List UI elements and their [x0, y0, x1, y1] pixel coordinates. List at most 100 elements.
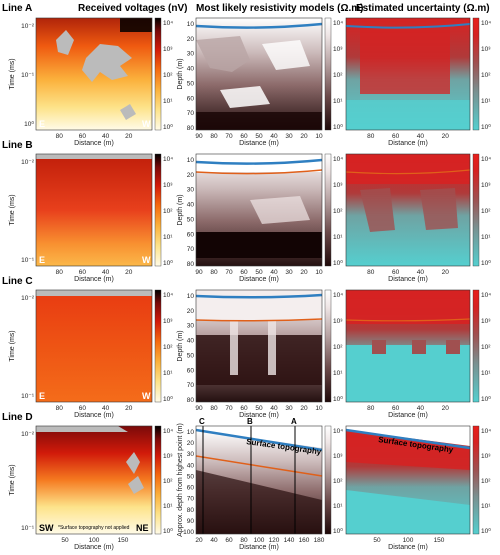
- uncertainty-distance-tick: 60: [392, 133, 400, 140]
- model-distance-tick: 80: [210, 133, 218, 140]
- time-tick: 10⁻¹: [21, 393, 35, 400]
- depth-axis-label: Depth (m): [177, 330, 184, 361]
- uncertainty-distance-tick: 20: [442, 133, 450, 140]
- distance-tick: 80: [56, 405, 64, 412]
- time-axis-label: Time (ms): [9, 330, 16, 361]
- distance-tick: 20: [125, 405, 133, 412]
- masked-region: [82, 44, 132, 82]
- line-a-label: Line A: [2, 3, 32, 14]
- resistivity-colorbar-tick: 10⁴: [333, 156, 343, 163]
- uncertainty-colorbar-tick: 10⁴: [481, 428, 491, 435]
- uncertainty-distance-tick: 40: [417, 133, 425, 140]
- time-tick: 10⁻²: [21, 159, 35, 166]
- voltage-colorbar-tick: 10⁰: [163, 395, 173, 403]
- distance-tick: 50: [61, 537, 69, 544]
- resistivity-colorbar-tick: 10³: [333, 318, 343, 325]
- resistivity-colorbar-tick: 10⁰: [333, 123, 343, 131]
- corner-left-a: E: [39, 119, 45, 129]
- row-c: E W: [35, 289, 480, 403]
- time-tick: 10⁻¹: [21, 257, 35, 264]
- depth-tick: 60: [187, 485, 195, 492]
- uncertainty-colorbar-tick: 10⁰: [481, 259, 491, 267]
- uncertainty-colorbar-tick: 10³: [481, 46, 491, 53]
- uncertainty-colorbar-tick: 10⁴: [481, 20, 491, 27]
- header-uncertainty: Estimated uncertainty (Ω.m): [356, 3, 490, 14]
- voltage-colorbar-tick: 10¹: [163, 503, 173, 510]
- corner-right-a: W: [142, 119, 151, 129]
- row-d: SW NE *Surface topography not applied C …: [35, 417, 480, 535]
- uncertainty-colorbar-tick: 10²: [481, 344, 491, 351]
- model-distance-tick: 10: [315, 405, 323, 412]
- depth-tick: 80: [187, 507, 195, 514]
- time-tick: 10⁻²: [21, 295, 35, 302]
- model-distance-tick: 70: [225, 133, 233, 140]
- voltage-colorbar-a: [154, 17, 162, 131]
- corner-right-d: NE: [136, 523, 149, 533]
- depth-tick: 40: [187, 202, 195, 209]
- resistivity-colorbar-tick: 10⁰: [333, 527, 343, 535]
- model-distance-tick: 60: [240, 405, 248, 412]
- uncertainty-colorbar-tick: 10¹: [481, 370, 491, 377]
- model-distance-tick: 180: [314, 537, 325, 544]
- model-distance-axis-label: Distance (m): [239, 412, 279, 419]
- depth-tick: 50: [187, 473, 195, 480]
- model-distance-tick: 60: [225, 537, 233, 544]
- voltage-colorbar-c: [154, 289, 162, 403]
- resistivity-colorbar-tick: 10⁴: [333, 428, 343, 435]
- model-distance-tick: 20: [195, 537, 203, 544]
- time-tick: 10⁻¹: [21, 525, 35, 532]
- depth-tick: 70: [187, 496, 195, 503]
- voltage-colorbar-tick: 10³: [163, 453, 173, 460]
- resistivity-colorbar-tick: 10⁰: [333, 395, 343, 403]
- model-distance-tick: 20: [300, 405, 308, 412]
- resistivity-colorbar-tick: 10³: [333, 453, 343, 460]
- model-distance-tick: 60: [240, 133, 248, 140]
- uncertainty-colorbar-tick: 10²: [481, 478, 491, 485]
- model-distance-tick: 90: [195, 405, 203, 412]
- model-distance-tick: 90: [195, 269, 203, 276]
- model-distance-tick: 50: [255, 405, 263, 412]
- marker-b: B: [247, 417, 253, 426]
- uncertainty-distance-tick: 60: [392, 269, 400, 276]
- uncertainty-colorbar-tick: 10³: [481, 318, 491, 325]
- time-axis-label: Time (ms): [9, 58, 16, 89]
- depth-tick: 70: [187, 110, 195, 117]
- distance-axis-label: Distance (m): [74, 276, 114, 283]
- marker-c: C: [199, 417, 205, 426]
- line-b-label: Line B: [2, 140, 33, 151]
- resistivity-colorbar-tick: 10²: [333, 208, 343, 215]
- model-distance-tick: 30: [285, 133, 293, 140]
- header-resistivity-models: Most likely resistivity models (Ω.m): [196, 3, 364, 14]
- uncertainty-distance-tick: 80: [367, 405, 375, 412]
- uncertainty-colorbar-tick: 10⁰: [481, 395, 491, 403]
- resistivity-colorbar-c: [324, 289, 332, 403]
- model-distance-tick: 80: [210, 405, 218, 412]
- uncertainty-distance-tick: 150: [434, 537, 445, 544]
- model-distance-tick: 40: [270, 405, 278, 412]
- voltage-colorbar-tick: 10²: [163, 344, 173, 351]
- resistivity-colorbar-d: [324, 425, 332, 535]
- uncertainty-distance-tick: 40: [417, 405, 425, 412]
- depth-tick: 30: [187, 51, 195, 58]
- voltage-colorbar-tick: 10¹: [163, 234, 173, 241]
- corner-right-b: W: [142, 255, 151, 265]
- uncertainty-distance-tick: 20: [442, 405, 450, 412]
- model-distance-tick: 40: [270, 269, 278, 276]
- voltage-colorbar-tick: 10⁰: [163, 527, 173, 535]
- depth-tick: 10: [187, 21, 195, 28]
- voltage-colorbar-b: [154, 153, 162, 267]
- voltage-colorbar-tick: 10⁰: [163, 123, 173, 131]
- model-distance-axis-label: Distance (m): [239, 276, 279, 283]
- resistivity-colorbar-tick: 10²: [333, 344, 343, 351]
- axis-ticks: 80 60 40 20 Distance (m) 10⁻² 10⁻¹ 10⁰ Time (ms)…: [9, 20, 491, 551]
- uncertainty-distance-axis-label: Distance (m): [388, 276, 428, 283]
- row-b: E W: [35, 153, 480, 267]
- uncertainty-colorbar-tick: 10⁰: [481, 527, 491, 535]
- uncertainty-colorbar-tick: 10⁰: [481, 123, 491, 131]
- depth-tick: 20: [187, 172, 195, 179]
- depth-tick: 80: [187, 125, 195, 132]
- distance-tick: 40: [102, 133, 110, 140]
- uncertainty-colorbar-tick: 10⁴: [481, 156, 491, 163]
- model-distance-tick: 50: [255, 269, 263, 276]
- uncertainty-colorbar-tick: 10¹: [481, 98, 491, 105]
